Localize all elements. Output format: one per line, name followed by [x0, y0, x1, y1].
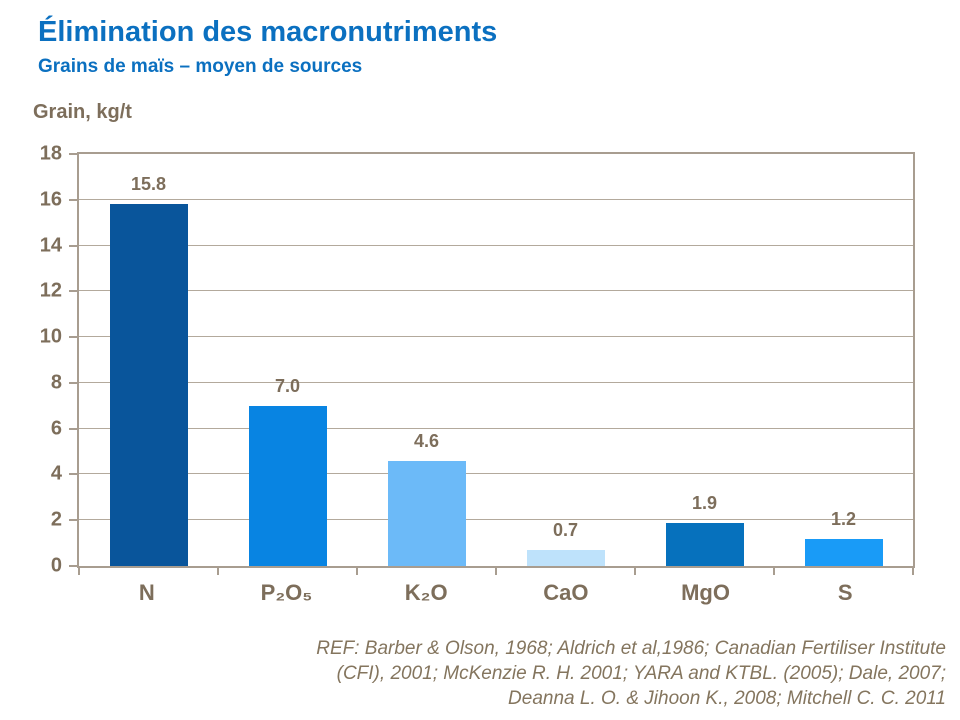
bar-value-label: 15.8 [130, 174, 167, 195]
x-axis-tick [217, 568, 219, 575]
y-axis-tick [69, 198, 77, 201]
x-axis-label: N [138, 580, 155, 605]
bar-CaO [526, 549, 605, 566]
bar-K₂O [387, 460, 466, 566]
y-axis-tick-label: 0 [50, 554, 62, 577]
y-axis-tick-label: 12 [39, 279, 62, 302]
x-axis-tick [78, 568, 80, 575]
y-axis-tick [69, 427, 77, 430]
gridline [79, 473, 913, 475]
y-axis-tick [69, 336, 77, 339]
reference-line: (CFI), 2001; McKenzie R. H. 2001; YARA a… [336, 663, 946, 684]
x-axis-label: S [837, 580, 853, 605]
bar-cell: 7.0 [218, 154, 357, 566]
bar-value-label: 1.9 [691, 492, 718, 513]
gridline [79, 381, 913, 383]
x-axis-tick [495, 568, 497, 575]
reference-footer: REF: Barber & Olson, 1968; Aldrich et al… [316, 636, 946, 711]
bar-cell: 4.6 [357, 154, 496, 566]
y-axis-tick-label: 10 [39, 325, 62, 348]
bar-P₂O₅ [248, 405, 327, 566]
y-axis-tick-label: 18 [39, 142, 62, 165]
y-axis-tick [69, 381, 77, 384]
x-axis-label: K₂O [404, 580, 448, 605]
x-axis-label: MgO [681, 580, 730, 605]
y-axis-tick-label: 6 [50, 417, 62, 440]
y-axis-tick [69, 290, 77, 293]
bar-S [804, 538, 883, 566]
y-axis-tick-label: 16 [39, 188, 62, 211]
bar-value-label: 0.7 [552, 519, 579, 540]
reference-line: Deanna L. O. & Jihoon K., 2008; Mitchell… [508, 688, 946, 709]
bar-MgO [665, 522, 744, 566]
y-axis-title: Grain, kg/t [33, 101, 132, 123]
gridline [79, 290, 913, 292]
bar-cell: 1.2 [774, 154, 913, 566]
gridline [79, 427, 913, 429]
bar-value-label: 1.2 [830, 508, 857, 529]
gridline [79, 198, 913, 200]
y-axis-tick [69, 244, 77, 247]
plot-area: 15.8 7.0 4.6 0.7 1.9 1.2 [77, 152, 915, 568]
page-subtitle: Grains de maïs – moyen de sources [38, 56, 363, 77]
x-axis-tick [773, 568, 775, 575]
x-axis-tick [634, 568, 636, 575]
bar-cell: 15.8 [79, 154, 218, 566]
y-axis-tick [69, 473, 77, 476]
gridline [79, 519, 913, 521]
bar-value-label: 4.6 [413, 430, 440, 451]
bar-cell: 0.7 [496, 154, 635, 566]
x-axis-tick [912, 568, 914, 575]
bar-N [109, 204, 188, 566]
page-title: Élimination des macronutriments [38, 16, 498, 48]
bars-row: 15.8 7.0 4.6 0.7 1.9 1.2 [79, 154, 913, 566]
y-axis-tick-label: 8 [50, 371, 62, 394]
gridline [79, 244, 913, 246]
x-axis-labels: N P₂O₅ K₂O CaO MgO S [77, 580, 915, 606]
y-axis-tick [69, 519, 77, 522]
bar-cell: 1.9 [635, 154, 774, 566]
gridline [79, 336, 913, 338]
y-axis-tick-label: 14 [39, 234, 62, 257]
y-axis-tick-label: 4 [50, 462, 62, 485]
y-axis-tick [69, 565, 77, 567]
y-axis-tick-label: 2 [50, 508, 62, 531]
x-axis-tick [356, 568, 358, 575]
x-axis-label: CaO [543, 580, 589, 605]
y-axis-tick [69, 153, 77, 155]
bar-value-label: 7.0 [274, 375, 301, 396]
reference-line: REF: Barber & Olson, 1968; Aldrich et al… [316, 638, 946, 659]
x-axis-label: P₂O₅ [260, 580, 313, 605]
